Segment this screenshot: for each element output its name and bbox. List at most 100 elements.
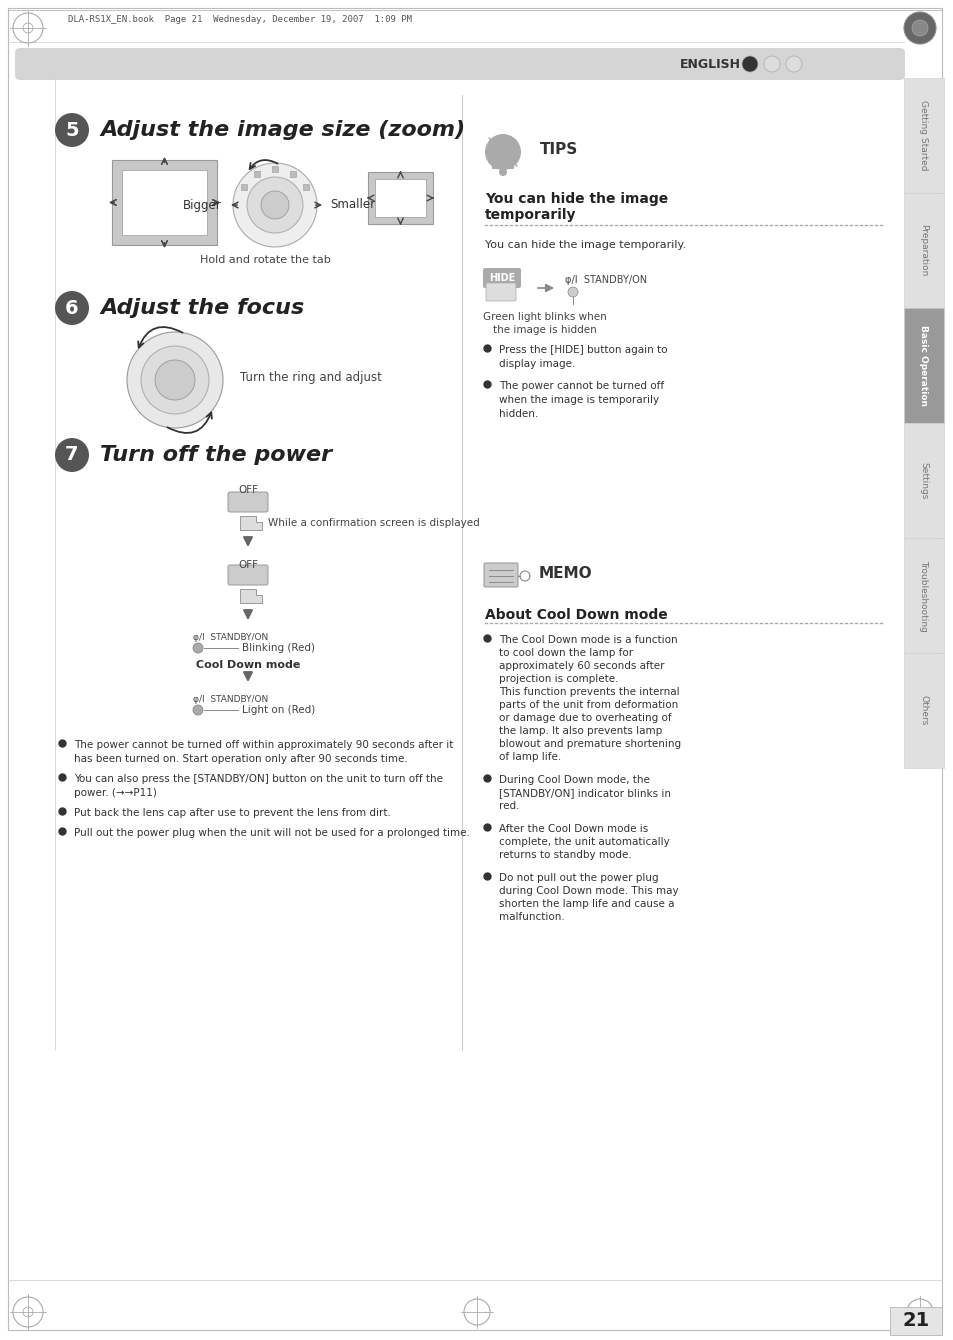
Text: Press the [HIDE] button again to: Press the [HIDE] button again to xyxy=(498,344,667,355)
Text: The Cool Down mode is a function: The Cool Down mode is a function xyxy=(498,635,677,645)
Text: Green light blinks when: Green light blinks when xyxy=(482,312,606,322)
Text: power. (→→P11): power. (→→P11) xyxy=(74,788,156,799)
Text: Preparation: Preparation xyxy=(919,224,927,276)
Text: Turn the ring and adjust: Turn the ring and adjust xyxy=(240,371,381,385)
Circle shape xyxy=(785,56,801,72)
Text: Do not pull out the power plug: Do not pull out the power plug xyxy=(498,872,658,883)
Text: blowout and premature shortening: blowout and premature shortening xyxy=(498,738,680,749)
Circle shape xyxy=(154,360,194,401)
Bar xyxy=(122,170,207,234)
Text: red.: red. xyxy=(498,801,519,811)
Text: 6: 6 xyxy=(65,299,79,318)
Text: Basic Operation: Basic Operation xyxy=(919,326,927,406)
Text: Others: Others xyxy=(919,695,927,726)
Text: The power cannot be turned off within approximately 90 seconds after it: The power cannot be turned off within ap… xyxy=(74,740,453,750)
Circle shape xyxy=(498,168,506,176)
Text: temporarily: temporarily xyxy=(484,208,576,222)
Text: OFF: OFF xyxy=(237,485,257,494)
Bar xyxy=(903,308,943,423)
Text: or damage due to overheating of: or damage due to overheating of xyxy=(498,713,671,724)
Text: After the Cool Down mode is: After the Cool Down mode is xyxy=(498,824,648,833)
Text: Turn off the power: Turn off the power xyxy=(100,445,332,465)
Text: ENGLISH: ENGLISH xyxy=(679,58,740,71)
Text: 21: 21 xyxy=(902,1312,928,1331)
Text: You can hide the image temporarily.: You can hide the image temporarily. xyxy=(484,240,685,251)
Text: About Cool Down mode: About Cool Down mode xyxy=(484,608,667,622)
Text: shorten the lamp life and cause a: shorten the lamp life and cause a xyxy=(498,899,674,909)
Text: DLA-RS1X_EN.book  Page 21  Wednesday, December 19, 2007  1:09 PM: DLA-RS1X_EN.book Page 21 Wednesday, Dece… xyxy=(68,16,412,24)
Text: [STANDBY/ON] indicator blinks in: [STANDBY/ON] indicator blinks in xyxy=(498,788,670,799)
Text: the lamp. It also prevents lamp: the lamp. It also prevents lamp xyxy=(498,726,661,736)
FancyBboxPatch shape xyxy=(228,565,268,586)
Text: Bigger: Bigger xyxy=(183,198,222,212)
Text: Smaller: Smaller xyxy=(330,198,375,212)
Text: Adjust the image size (zoom): Adjust the image size (zoom) xyxy=(100,121,465,139)
Circle shape xyxy=(763,56,780,72)
Bar xyxy=(903,653,943,768)
Text: hidden.: hidden. xyxy=(498,409,537,419)
Bar xyxy=(240,184,247,190)
Text: While a confirmation screen is displayed: While a confirmation screen is displayed xyxy=(268,519,479,528)
Circle shape xyxy=(261,192,289,218)
Text: You can also press the [STANDBY/ON] button on the unit to turn off the: You can also press the [STANDBY/ON] butt… xyxy=(74,775,442,784)
Text: Pull out the power plug when the unit will not be used for a prolonged time.: Pull out the power plug when the unit wi… xyxy=(74,828,470,838)
Circle shape xyxy=(911,20,927,36)
Text: OFF: OFF xyxy=(237,560,257,570)
Text: complete, the unit automatically: complete, the unit automatically xyxy=(498,838,669,847)
Text: Troubleshooting: Troubleshooting xyxy=(919,560,927,631)
Circle shape xyxy=(193,643,203,653)
Text: malfunction.: malfunction. xyxy=(498,913,564,922)
FancyBboxPatch shape xyxy=(492,159,514,169)
Bar xyxy=(112,159,216,245)
FancyBboxPatch shape xyxy=(228,492,268,512)
Circle shape xyxy=(141,346,209,414)
Text: Getting Started: Getting Started xyxy=(919,100,927,170)
Bar xyxy=(375,180,426,217)
Text: of lamp life.: of lamp life. xyxy=(498,752,560,762)
Text: During Cool Down mode, the: During Cool Down mode, the xyxy=(498,775,649,785)
Circle shape xyxy=(193,705,203,716)
Bar xyxy=(903,193,943,308)
FancyBboxPatch shape xyxy=(15,48,904,80)
Text: approximately 60 seconds after: approximately 60 seconds after xyxy=(498,661,664,671)
Polygon shape xyxy=(240,516,262,531)
Circle shape xyxy=(55,291,89,326)
Text: Light on (Red): Light on (Red) xyxy=(242,705,314,716)
Bar xyxy=(253,170,260,177)
Text: φ/I  STANDBY/ON: φ/I STANDBY/ON xyxy=(193,634,268,642)
Circle shape xyxy=(903,12,935,44)
Bar xyxy=(903,78,943,193)
Text: has been turned on. Start operation only after 90 seconds time.: has been turned on. Start operation only… xyxy=(74,754,407,764)
Text: when the image is temporarily: when the image is temporarily xyxy=(498,395,659,405)
Bar xyxy=(303,184,309,190)
Text: You can hide the image: You can hide the image xyxy=(484,192,667,206)
Text: Cool Down mode: Cool Down mode xyxy=(195,661,300,670)
Circle shape xyxy=(127,332,223,427)
Circle shape xyxy=(567,287,578,297)
Text: 7: 7 xyxy=(65,445,79,465)
Text: Settings: Settings xyxy=(919,462,927,500)
Text: Blinking (Red): Blinking (Red) xyxy=(242,643,314,653)
Text: TIPS: TIPS xyxy=(539,142,578,158)
Circle shape xyxy=(247,177,303,233)
Circle shape xyxy=(233,163,316,247)
Text: during Cool Down mode. This may: during Cool Down mode. This may xyxy=(498,886,678,896)
Bar xyxy=(290,170,295,177)
Text: projection is complete.: projection is complete. xyxy=(498,674,618,683)
Bar xyxy=(272,166,277,172)
Circle shape xyxy=(484,134,520,170)
FancyBboxPatch shape xyxy=(483,563,517,587)
Text: 5: 5 xyxy=(65,121,79,139)
Text: parts of the unit from deformation: parts of the unit from deformation xyxy=(498,699,678,710)
Circle shape xyxy=(741,56,758,72)
Text: the image is hidden: the image is hidden xyxy=(493,326,597,335)
Bar xyxy=(368,172,433,224)
Text: to cool down the lamp for: to cool down the lamp for xyxy=(498,649,633,658)
Bar xyxy=(903,537,943,653)
Text: HIDE: HIDE xyxy=(488,273,515,283)
FancyBboxPatch shape xyxy=(482,268,520,288)
Polygon shape xyxy=(240,590,262,603)
Text: Put back the lens cap after use to prevent the lens from dirt.: Put back the lens cap after use to preve… xyxy=(74,808,391,817)
Text: This function prevents the internal: This function prevents the internal xyxy=(498,687,679,697)
Bar xyxy=(903,423,943,537)
